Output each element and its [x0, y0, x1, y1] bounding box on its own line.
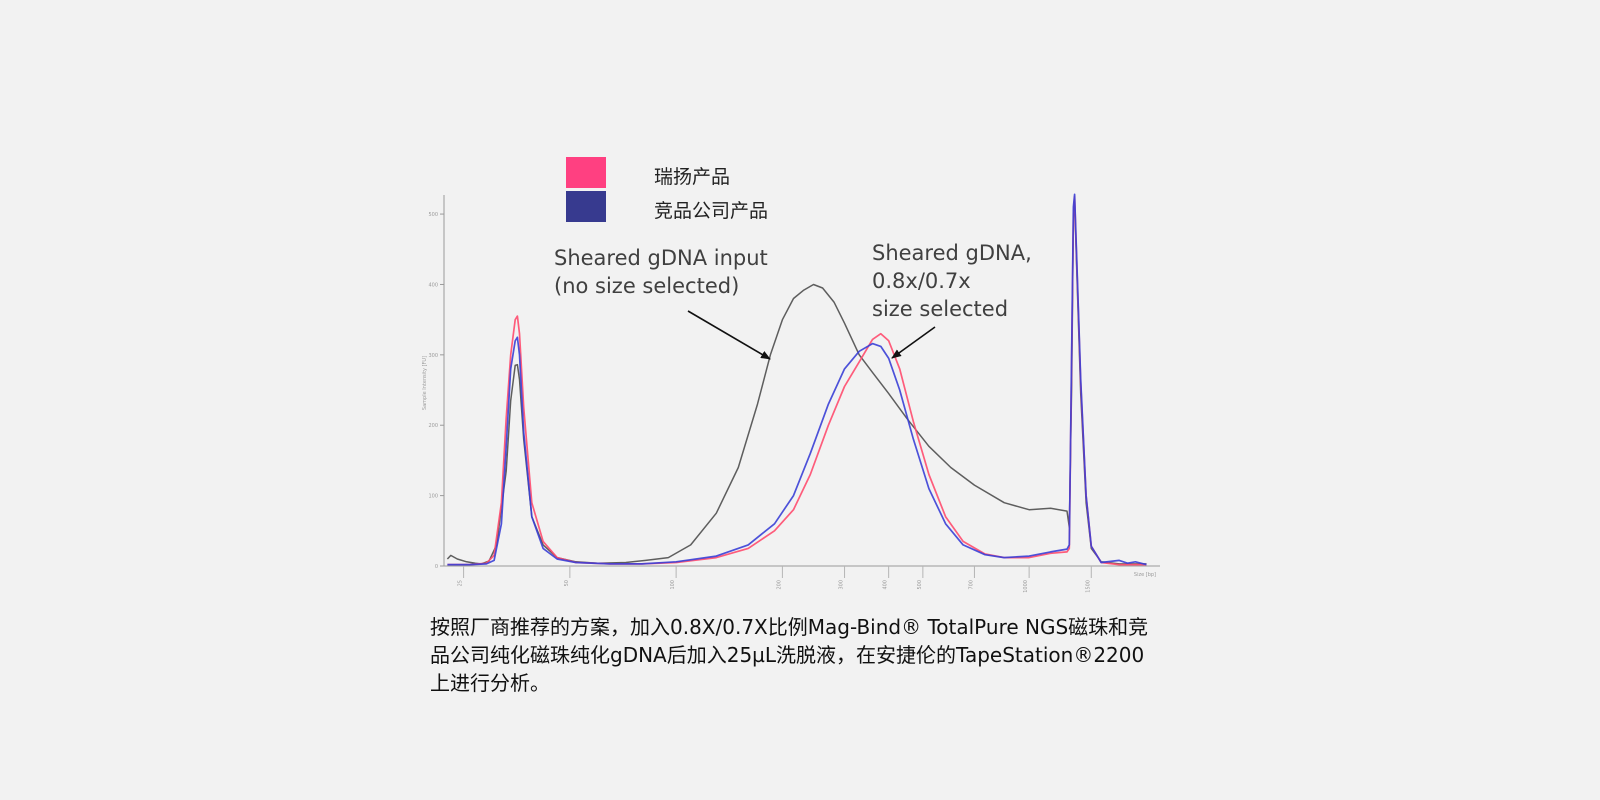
annotation-arrow-selected [891, 326, 936, 359]
x-tick-label: 700 [968, 580, 974, 590]
legend-label-competitor: 竞品公司产品 [654, 200, 769, 222]
annotation-selected: Sheared gDNA, 0.8x/0.7x size selected [872, 241, 1032, 321]
series-competitor-line [447, 193, 1147, 566]
y-tick-label: 0 [435, 564, 438, 570]
x-tick-label: 50 [564, 580, 570, 586]
legend-label-ruiyang: 瑞扬产品 [654, 166, 731, 188]
y-tick-label: 200 [428, 423, 438, 429]
series-input-line [446, 199, 1147, 565]
x-tick-label: 1500 [1085, 580, 1091, 593]
figure-caption: 按照厂商推荐的方案，加入0.8X/0.7X比例Mag-Bind® TotalPu… [430, 615, 1149, 695]
x-axis-title: Size [bp] [1134, 572, 1156, 578]
y-tick-label: 100 [428, 494, 438, 500]
legend-swatch-competitor [566, 191, 606, 222]
x-tick-label: 25 [458, 580, 464, 586]
x-tick-label: 500 [917, 580, 923, 590]
x-tick-label: 200 [776, 580, 782, 590]
x-tick-label: 1000 [1023, 580, 1029, 593]
y-tick-label: 400 [428, 282, 438, 288]
x-tick-label: 100 [670, 580, 676, 590]
y-tick-label: 300 [428, 353, 438, 359]
annotation-input: Sheared gDNA input (no size selected) [554, 246, 768, 298]
annotation-arrow-input [687, 310, 771, 360]
y-tick-label: 500 [428, 212, 438, 218]
x-tick-label: 400 [883, 580, 889, 590]
legend-swatch-ruiyang [566, 157, 606, 188]
x-tick-label: 300 [839, 580, 845, 590]
y-axis-title: Sample Intensity [FU] [422, 356, 428, 410]
